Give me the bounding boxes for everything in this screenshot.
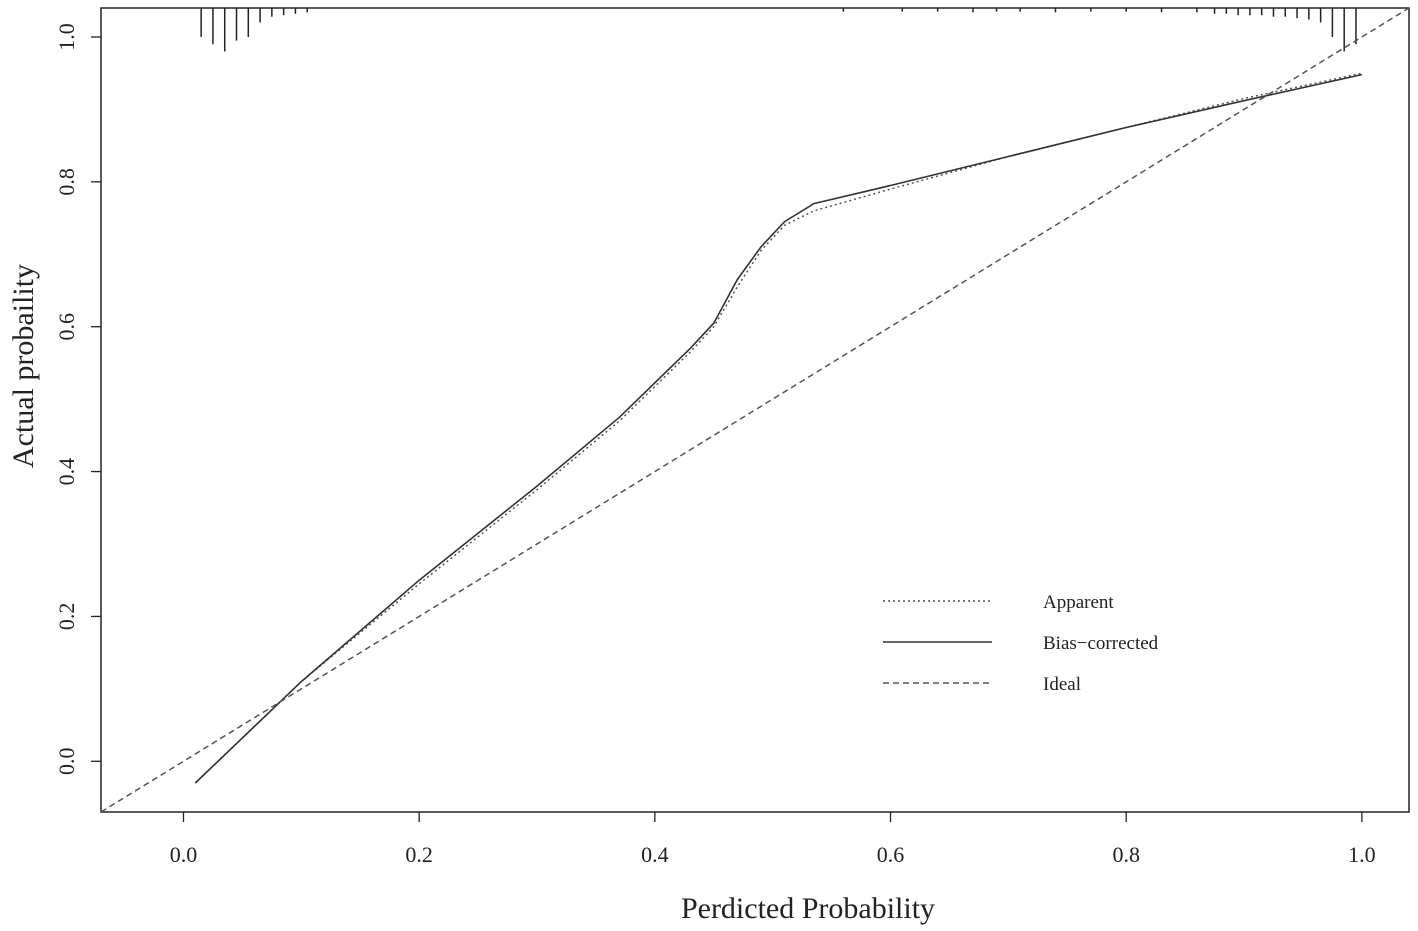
- rug-marks: [200, 8, 1357, 52]
- plot-frame: [100, 7, 1410, 813]
- y-tick-label: 0.6: [54, 313, 79, 341]
- x-tick-label: 0.8: [1112, 842, 1140, 867]
- series-line-apparent: [194, 72, 1363, 784]
- x-axis: 0.0 0.2 0.4 0.6 0.8 1.0: [170, 812, 1376, 867]
- series-line-bias-corrected: [194, 73, 1363, 784]
- y-tick-label: 1.0: [54, 23, 79, 51]
- x-axis-title: Perdicted Probability: [681, 892, 935, 925]
- y-tick-label: 0.8: [54, 168, 79, 196]
- series-line-ideal: [100, 7, 1410, 813]
- y-tick-label: 0.4: [54, 458, 79, 486]
- legend: Apparent Bias−corrected Ideal: [883, 592, 1159, 695]
- x-tick-label: 0.0: [170, 842, 198, 867]
- y-tick-label: 0.2: [54, 603, 79, 631]
- x-tick-label: 0.4: [641, 842, 669, 867]
- series-lines: [100, 7, 1410, 813]
- legend-label: Bias−corrected: [1043, 633, 1159, 654]
- x-tick-label: 0.2: [405, 842, 433, 867]
- legend-label: Apparent: [1043, 592, 1114, 613]
- x-tick-label: 1.0: [1348, 842, 1376, 867]
- y-tick-label: 0.0: [54, 748, 79, 776]
- y-axis: 0.0 0.2 0.4 0.6 0.8 1.0: [54, 23, 101, 775]
- y-axis-title: Actual probaility: [7, 264, 40, 468]
- x-tick-label: 0.6: [877, 842, 905, 867]
- legend-label: Ideal: [1043, 674, 1081, 695]
